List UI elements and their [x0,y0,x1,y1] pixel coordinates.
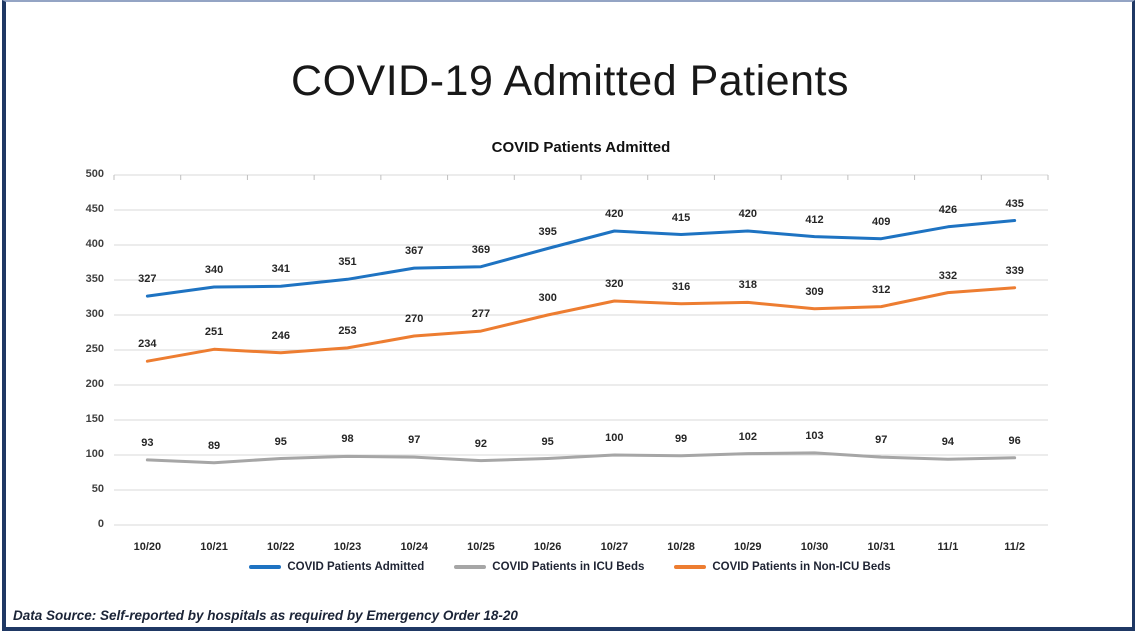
data-label-s1-10/28: 99 [674,432,688,445]
data-label-s0-10/20: 327 [138,273,157,286]
data-label-s1-10/24: 97 [408,434,421,447]
x-tick-label-10/28: 10/28 [667,541,695,553]
chart-legend: COVID Patients Admitted COVID Patients in… [0,561,1140,573]
data-label-s0-10/25: 369 [471,243,491,256]
y-tick-label-450: 450 [85,203,104,215]
legend-item-1: COVID Patients in ICU Beds [454,561,644,573]
x-tick-label-10/23: 10/23 [333,541,362,553]
legend-swatch-icon [249,565,282,569]
x-tick-label-11/1: 11/1 [937,541,959,553]
data-label-s2-10/28: 316 [671,280,691,293]
data-label-s1-10/22: 95 [274,435,287,448]
x-tick-label-10/26: 10/26 [533,541,562,553]
y-tick-label-250: 250 [85,343,104,355]
data-label-s2-10/20: 234 [138,338,157,351]
legend-label: COVID Patients Admitted [287,561,425,573]
legend-label: COVID Patients in ICU Beds [492,561,645,573]
data-label-s2-10/27: 320 [605,278,624,290]
data-label-s1-10/21: 89 [207,439,221,452]
data-label-s2-11/1: 332 [938,269,958,282]
data-label-s2-10/22: 246 [271,329,290,342]
data-label-s0-10/24: 367 [405,245,424,258]
data-label-s0-10/21: 340 [204,264,224,276]
y-tick-label-150: 150 [85,413,104,425]
y-tick-label-300: 300 [85,308,104,320]
data-label-s2-10/26: 300 [538,292,557,304]
y-tick-label-50: 50 [91,483,104,495]
series-line-1 [145,451,1017,465]
data-label-s0-10/29: 420 [738,208,757,220]
x-tick-label-10/30: 10/30 [800,541,829,553]
data-label-s0-11/1: 426 [938,203,958,216]
data-label-s1-10/30: 103 [805,429,824,442]
data-label-s0-10/31: 409 [872,215,891,228]
data-label-s0-10/27: 420 [605,208,624,220]
data-label-s0-10/30: 412 [805,213,824,226]
data-label-s1-11/1: 94 [941,436,955,449]
x-tick-label-10/29: 10/29 [734,541,762,553]
data-label-s0-10/23: 351 [338,256,357,269]
data-label-s2-11/2: 339 [1005,264,1024,277]
data-label-s2-10/24: 270 [405,313,424,325]
page-title: COVID-19 Admitted Patients [291,57,849,105]
data-label-s2-10/21: 251 [204,326,224,339]
x-tick-label-10/21: 10/21 [200,541,228,553]
y-tick-label-200: 200 [85,378,104,390]
legend-item-0: COVID Patients Admitted [249,561,424,573]
data-label-s2-10/29: 318 [738,279,757,292]
data-label-s1-11/2: 96 [1008,434,1021,447]
x-tick-label-10/22: 10/22 [267,541,295,553]
legend-swatch-icon [454,565,487,569]
x-tick-label-11/2: 11/2 [1004,541,1026,553]
data-label-s1-10/29: 102 [738,430,757,443]
x-tick-label-10/25: 10/25 [467,541,495,553]
data-label-s1-10/31: 97 [875,434,888,447]
data-label-s1-10/27: 100 [605,432,624,444]
data-label-s0-10/26: 395 [538,225,557,238]
x-tick-label-10/20: 10/20 [133,541,162,553]
data-label-s2-10/31: 312 [872,283,891,296]
data-label-s2-10/25: 277 [471,308,491,321]
data-source-note: Data Source: Self-reported by hospitals … [13,608,518,623]
data-label-s1-10/20: 93 [141,436,154,449]
chart-title: COVID Patients Admitted [491,139,671,156]
data-label-s0-10/28: 415 [671,211,691,224]
legend-label: COVID Patients in Non-ICU Beds [712,561,891,573]
data-label-s0-10/22: 341 [271,263,290,276]
data-label-s1-10/26: 95 [541,435,554,448]
x-tick-label-10/24: 10/24 [400,541,428,553]
x-tick-label-10/27: 10/27 [600,541,629,553]
data-label-s2-10/30: 309 [805,285,824,298]
data-label-s1-10/23: 98 [341,433,354,446]
y-tick-label-100: 100 [85,448,104,460]
data-label-s0-11/2: 435 [1005,197,1024,210]
legend-item-2: COVID Patients in Non-ICU Beds [674,561,891,573]
x-tick-label-10/31: 10/31 [867,541,895,553]
data-label-s2-10/23: 253 [338,324,357,337]
legend-swatch-icon [674,565,707,569]
series-line-2 [145,286,1017,363]
data-label-s1-10/25: 92 [474,437,488,450]
y-tick-label-350: 350 [85,273,104,285]
y-tick-label-0: 0 [97,518,104,530]
y-tick-label-500: 500 [85,168,104,180]
y-tick-label-400: 400 [85,238,104,250]
